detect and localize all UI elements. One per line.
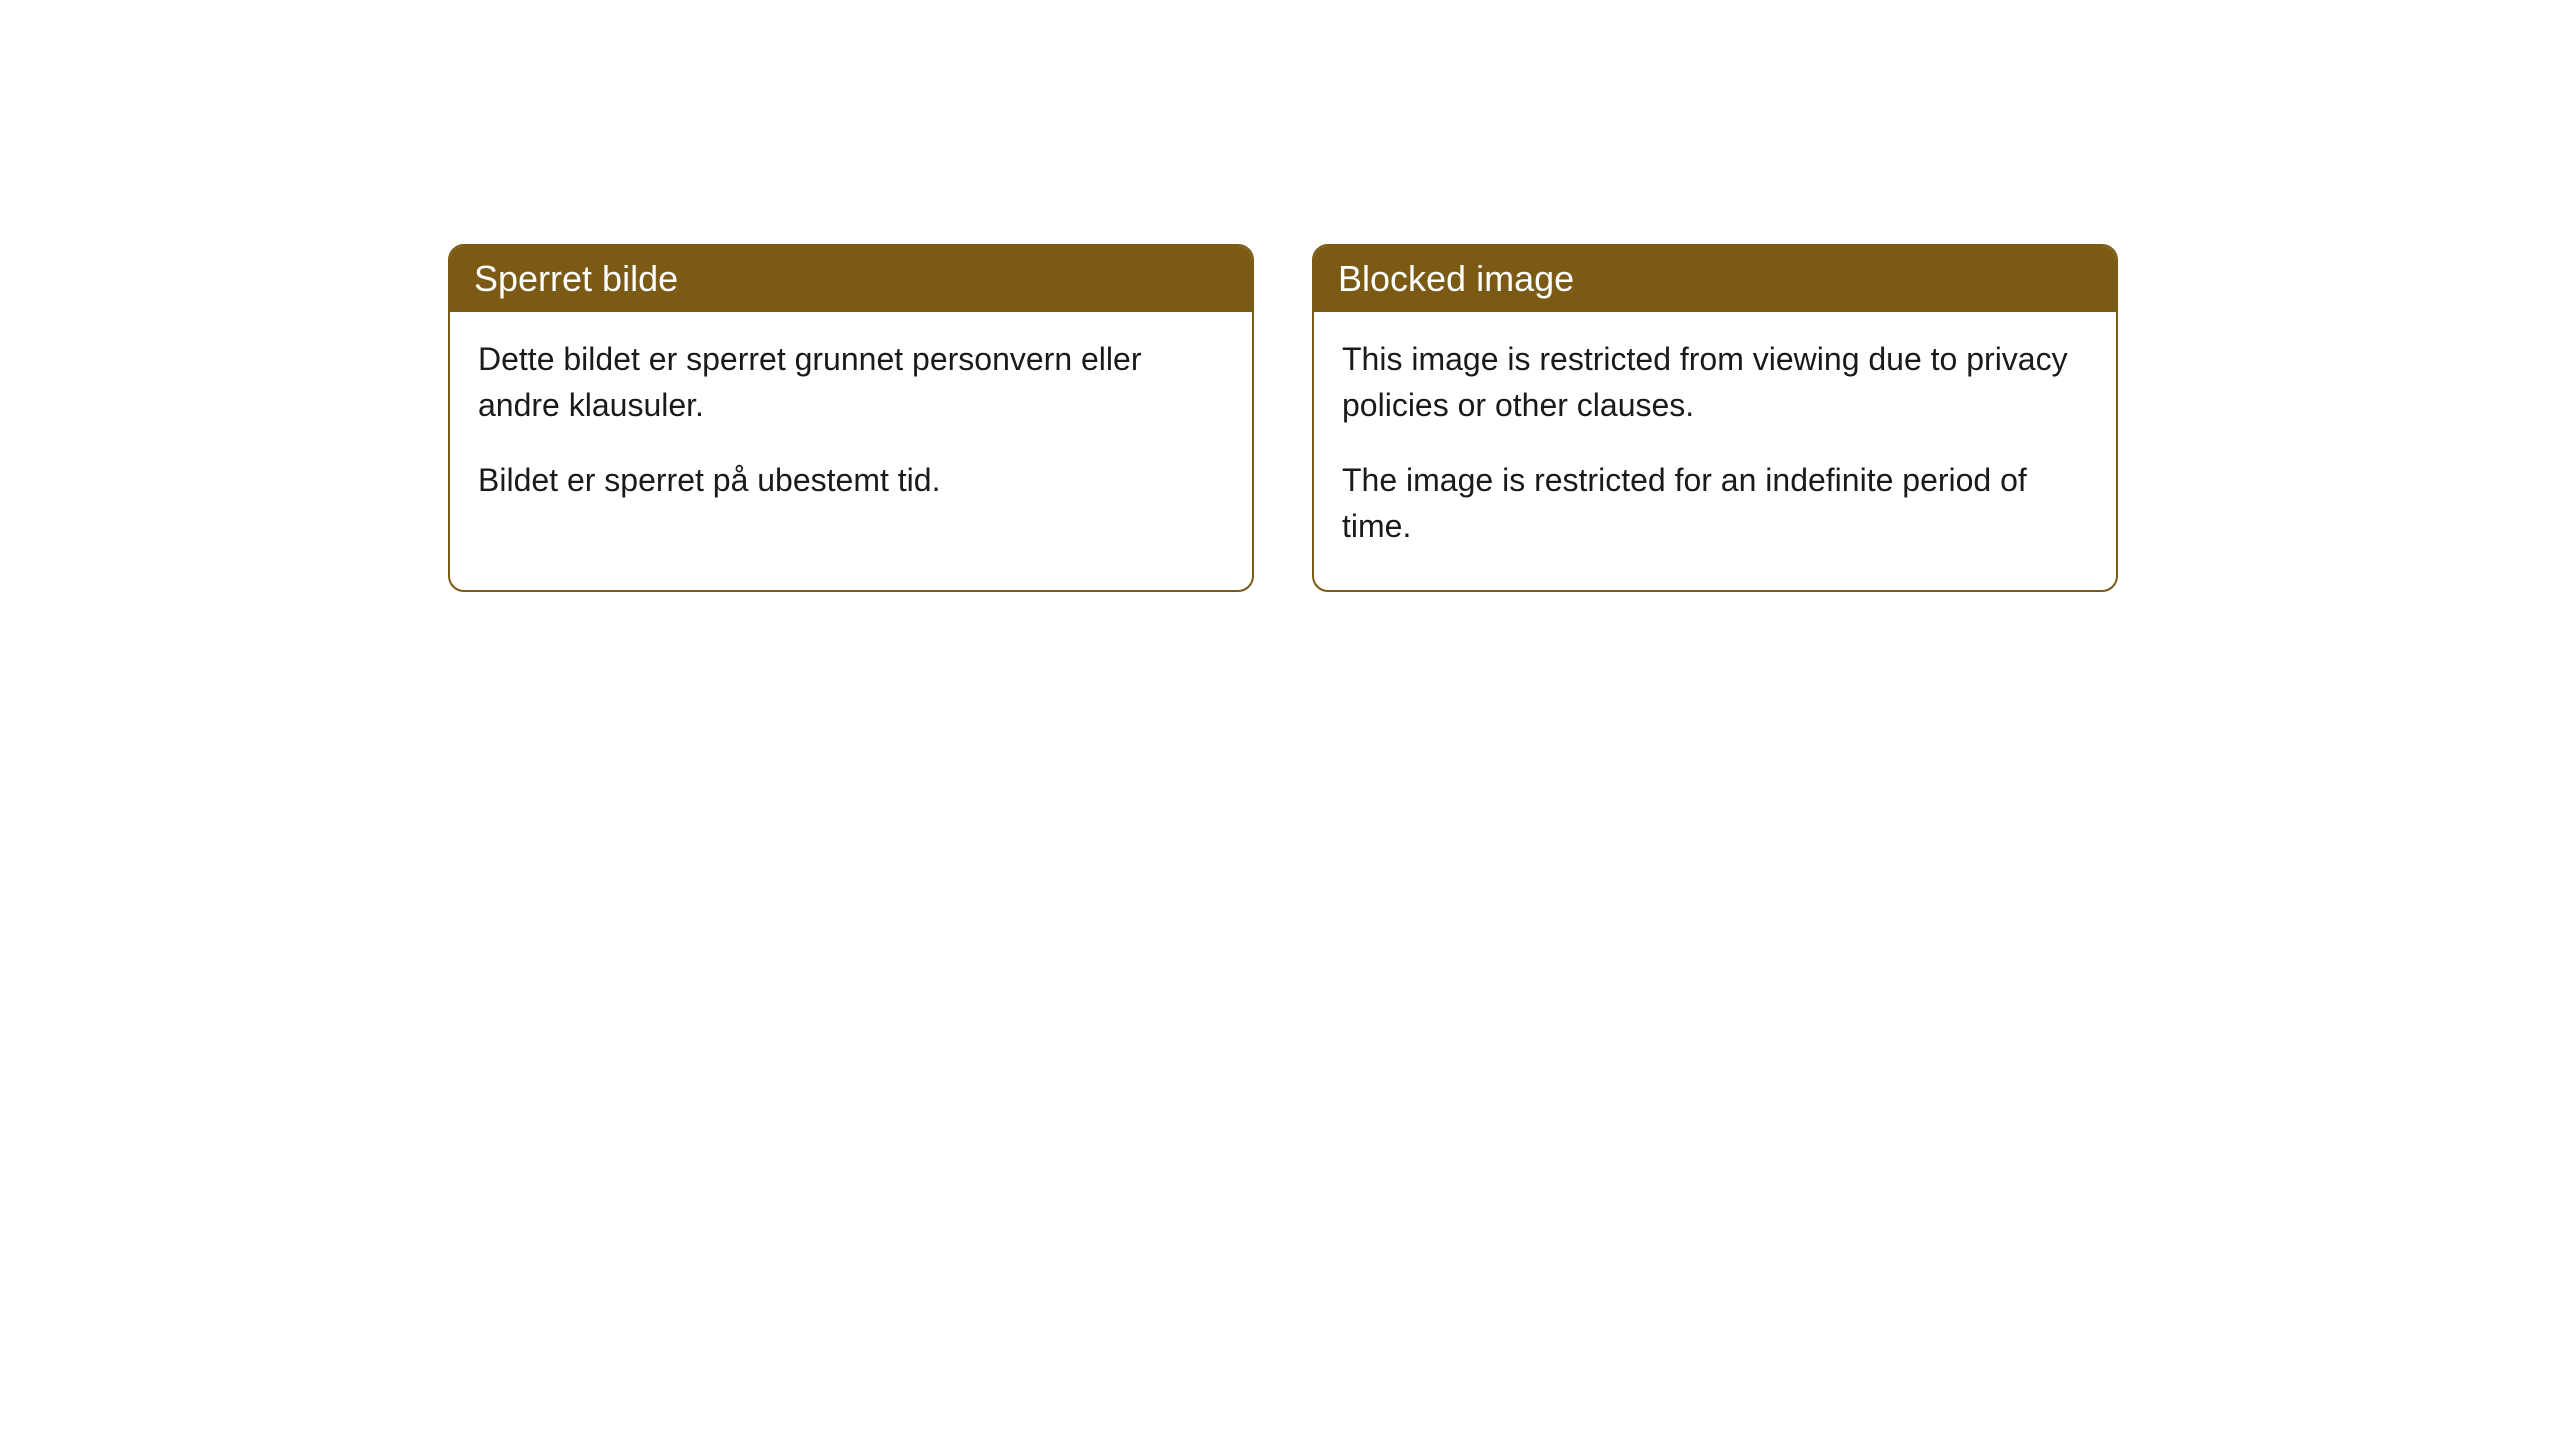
blocked-image-card-en: Blocked image This image is restricted f…	[1312, 244, 2118, 592]
card-body-no: Dette bildet er sperret grunnet personve…	[450, 312, 1252, 543]
notice-cards-container: Sperret bilde Dette bildet er sperret gr…	[448, 244, 2118, 592]
card-header-text: Sperret bilde	[474, 258, 678, 299]
card-paragraph-2: The image is restricted for an indefinit…	[1342, 457, 2088, 550]
card-paragraph-1: Dette bildet er sperret grunnet personve…	[478, 336, 1224, 429]
card-paragraph-1: This image is restricted from viewing du…	[1342, 336, 2088, 429]
card-header-en: Blocked image	[1314, 246, 2116, 312]
card-paragraph-2: Bildet er sperret på ubestemt tid.	[478, 457, 1224, 503]
card-header-text: Blocked image	[1338, 258, 1574, 299]
card-header-no: Sperret bilde	[450, 246, 1252, 312]
blocked-image-card-no: Sperret bilde Dette bildet er sperret gr…	[448, 244, 1254, 592]
card-body-en: This image is restricted from viewing du…	[1314, 312, 2116, 590]
